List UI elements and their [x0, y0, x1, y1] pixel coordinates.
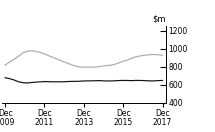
Australian Capital Territory — [80, 66, 83, 68]
Australian Capital Territory — [22, 52, 24, 53]
Tasmania — [161, 80, 164, 81]
Australian Capital Territory — [148, 54, 150, 56]
Tasmania — [17, 81, 20, 83]
Australian Capital Territory — [13, 58, 15, 60]
Tasmania — [49, 81, 51, 83]
Tasmania — [89, 80, 92, 82]
Australian Capital Territory — [161, 54, 164, 56]
Tasmania — [35, 81, 38, 83]
Australian Capital Territory — [35, 51, 38, 52]
Tasmania — [152, 80, 155, 82]
Australian Capital Territory — [103, 65, 105, 67]
Tasmania — [157, 80, 159, 81]
Tasmania — [8, 78, 11, 79]
Tasmania — [13, 79, 15, 81]
Tasmania — [53, 81, 56, 83]
Tasmania — [125, 80, 128, 81]
Tasmania — [143, 80, 146, 81]
Australian Capital Territory — [17, 55, 20, 57]
Australian Capital Territory — [112, 64, 114, 66]
Australian Capital Territory — [134, 56, 137, 58]
Australian Capital Territory — [85, 66, 87, 68]
Tasmania — [76, 81, 78, 82]
Tasmania — [116, 80, 119, 81]
Tasmania — [31, 82, 33, 83]
Tasmania — [98, 80, 101, 81]
Tasmania — [94, 80, 96, 81]
Tasmania — [62, 81, 65, 83]
Tasmania — [4, 77, 6, 79]
Australian Capital Territory — [58, 59, 60, 61]
Line: Tasmania: Tasmania — [5, 78, 163, 83]
Australian Capital Territory — [107, 65, 110, 66]
Australian Capital Territory — [49, 56, 51, 57]
Text: $m: $m — [152, 14, 166, 23]
Tasmania — [107, 80, 110, 82]
Australian Capital Territory — [40, 52, 42, 53]
Australian Capital Territory — [4, 64, 6, 66]
Australian Capital Territory — [116, 63, 119, 64]
Tasmania — [40, 81, 42, 83]
Tasmania — [112, 80, 114, 82]
Tasmania — [148, 80, 150, 82]
Australian Capital Territory — [139, 55, 141, 57]
Tasmania — [130, 80, 132, 81]
Australian Capital Territory — [94, 66, 96, 68]
Australian Capital Territory — [67, 63, 69, 64]
Tasmania — [71, 81, 74, 82]
Tasmania — [134, 80, 137, 81]
Australian Capital Territory — [157, 54, 159, 56]
Tasmania — [103, 80, 105, 82]
Tasmania — [58, 81, 60, 83]
Australian Capital Territory — [89, 66, 92, 68]
Tasmania — [139, 80, 141, 81]
Australian Capital Territory — [130, 58, 132, 59]
Tasmania — [67, 81, 69, 82]
Tasmania — [22, 82, 24, 83]
Tasmania — [85, 80, 87, 82]
Australian Capital Territory — [71, 64, 74, 66]
Australian Capital Territory — [53, 57, 56, 59]
Tasmania — [44, 81, 47, 82]
Australian Capital Territory — [62, 61, 65, 62]
Australian Capital Territory — [76, 66, 78, 67]
Tasmania — [26, 82, 29, 84]
Australian Capital Territory — [121, 61, 123, 62]
Australian Capital Territory — [143, 54, 146, 56]
Australian Capital Territory — [31, 50, 33, 51]
Australian Capital Territory — [125, 60, 128, 61]
Tasmania — [80, 80, 83, 82]
Australian Capital Territory — [26, 50, 29, 52]
Australian Capital Territory — [98, 66, 101, 67]
Line: Australian Capital Territory: Australian Capital Territory — [5, 51, 163, 67]
Australian Capital Territory — [44, 54, 47, 55]
Tasmania — [121, 80, 123, 81]
Australian Capital Territory — [8, 61, 11, 63]
Australian Capital Territory — [152, 54, 155, 55]
